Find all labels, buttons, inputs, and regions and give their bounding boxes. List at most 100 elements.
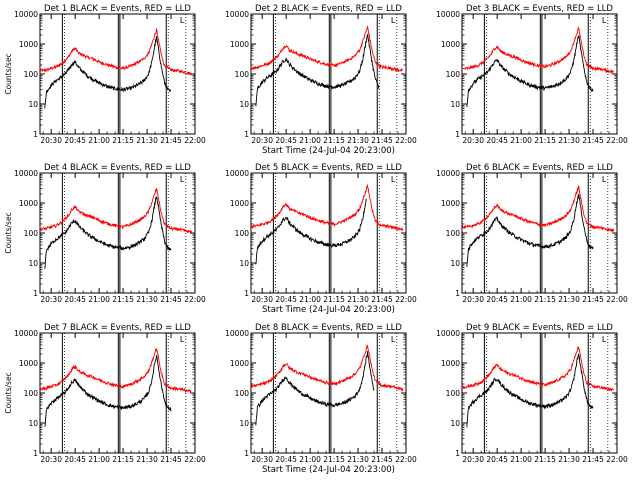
x-tick-label: 22:00 [395,136,417,145]
events-series-line [255,198,367,265]
x-tick-label: 20:30 [40,455,62,464]
x-tick-label: 21:00 [510,136,532,145]
lld-series-line [251,183,404,232]
x-tick-label: 20:45 [275,295,297,304]
events-series-line [44,355,172,427]
lld-series-line [40,188,193,235]
x-tick-label: 22:00 [606,455,628,464]
detector-panel-8: Det 8 BLACK = Events, RED = LLD 1 10 100 100… [225,323,417,475]
x-tick-label: 22:00 [184,136,206,145]
x-tick-label: 21:15 [112,295,134,304]
plot-frame [250,332,407,454]
x-tick-label: 21:45 [582,455,604,464]
y-tick-label: 100 [24,389,39,398]
panel-title: Det 6 BLACK = Events, RED = LLD [466,163,613,173]
x-tick-label: 21:00 [88,136,110,145]
y-tick-label: 10000 [14,169,38,178]
lld-series-line [462,26,614,74]
y-tick-label: 10 [450,259,460,268]
events-series-line [466,194,594,267]
x-tick-label: 22:00 [184,455,206,464]
y-tick-label: 10000 [436,10,460,19]
y-tick-label: 10000 [436,169,460,178]
panel-title: Det 9 BLACK = Events, RED = LLD [466,323,613,333]
panel-title: Det 8 BLACK = Events, RED = LLD [255,323,402,333]
y-tick-label: 1 [33,130,38,139]
y-tick-label: 10000 [225,329,249,338]
y-tick-label: 10 [28,419,38,428]
y-tick-label: 1 [244,289,249,298]
events-series-line [466,34,594,108]
x-tick-label: 21:45 [371,295,393,304]
plot-frame [250,172,407,294]
x-tick-label: 20:30 [462,455,484,464]
y-tick-label: 10 [239,419,249,428]
y-tick-label: 10 [239,259,249,268]
x-tick-label: 20:30 [462,136,484,145]
x-tick-label: 20:45 [486,455,508,464]
y-tick-label: 1000 [19,40,38,49]
x-tick-label: 22:00 [184,295,206,304]
x-tick-label: 21:30 [347,136,369,145]
x-tick-label: 21:45 [160,295,182,304]
y-tick-label: 100 [24,229,39,238]
x-tick-label: 20:30 [462,295,484,304]
y-tick-label: 100 [235,229,250,238]
y-tick-label: 1 [455,289,460,298]
x-tick-label: 21:15 [534,455,556,464]
y-tick-label: 1000 [230,359,249,368]
y-tick-label: 100 [446,229,461,238]
y-tick-label: 100 [235,70,250,79]
x-axis-label: Start Time (24-Jul-04 20:23:00) [262,146,395,156]
corner-mark-label: L [180,16,185,25]
lld-series-line [40,347,193,394]
y-tick-label: 10000 [436,329,460,338]
y-tick-label: 1 [33,449,38,458]
lld-series-line [251,344,404,392]
x-tick-label: 21:30 [558,295,580,304]
x-tick-label: 20:45 [64,136,86,145]
events-series-line [255,33,380,107]
x-tick-label: 21:15 [534,295,556,304]
y-tick-label: 100 [446,389,461,398]
x-tick-label: 21:30 [136,455,158,464]
y-tick-label: 1000 [441,199,460,208]
x-tick-label: 21:30 [136,136,158,145]
x-tick-label: 21:30 [558,455,580,464]
lld-series-line [462,345,615,392]
y-tick-label: 10000 [14,329,38,338]
y-tick-label: 1 [33,289,38,298]
y-tick-label: 1000 [230,40,249,49]
x-axis-label: Start Time (24-Jul-04 20:23:00) [262,305,395,315]
y-tick-label: 100 [235,389,250,398]
y-tick-label: 1000 [441,359,460,368]
plot-frame [250,13,407,135]
corner-mark-label: L [602,335,607,344]
lld-series-line [462,185,615,233]
panel-title: Det 4 BLACK = Events, RED = LLD [44,163,191,173]
detector-panel-1: Det 1 BLACK = Events, RED = LLD 1 10 100 100… [4,4,206,145]
y-tick-label: 1 [244,130,249,139]
y-tick-label: 1000 [441,40,460,49]
x-tick-label: 21:00 [299,295,321,304]
y-tick-label: 10 [28,100,38,109]
panel-title: Det 5 BLACK = Events, RED = LLD [255,163,402,173]
corner-mark-label: L [180,335,185,344]
y-tick-label: 10000 [225,10,249,19]
x-tick-label: 20:45 [486,295,508,304]
x-tick-label: 21:30 [558,136,580,145]
events-series-line [255,351,375,426]
y-tick-label: 100 [446,70,461,79]
panel-title: Det 2 BLACK = Events, RED = LLD [255,4,402,14]
x-tick-label: 21:15 [323,455,345,464]
x-tick-label: 20:30 [251,455,273,464]
corner-mark-label: L [180,175,185,184]
corner-mark-label: L [602,16,607,25]
events-series-line [466,353,594,428]
detector-panel-6: Det 6 BLACK = Events, RED = LLD 1 10 100 100… [436,163,628,304]
y-tick-label: 1000 [19,199,38,208]
detector-panel-3: Det 3 BLACK = Events, RED = LLD 1 10 100 100… [436,4,628,145]
x-tick-label: 20:45 [275,455,297,464]
y-tick-label: 1 [244,449,249,458]
y-axis-label: Counts/sec [4,53,13,94]
